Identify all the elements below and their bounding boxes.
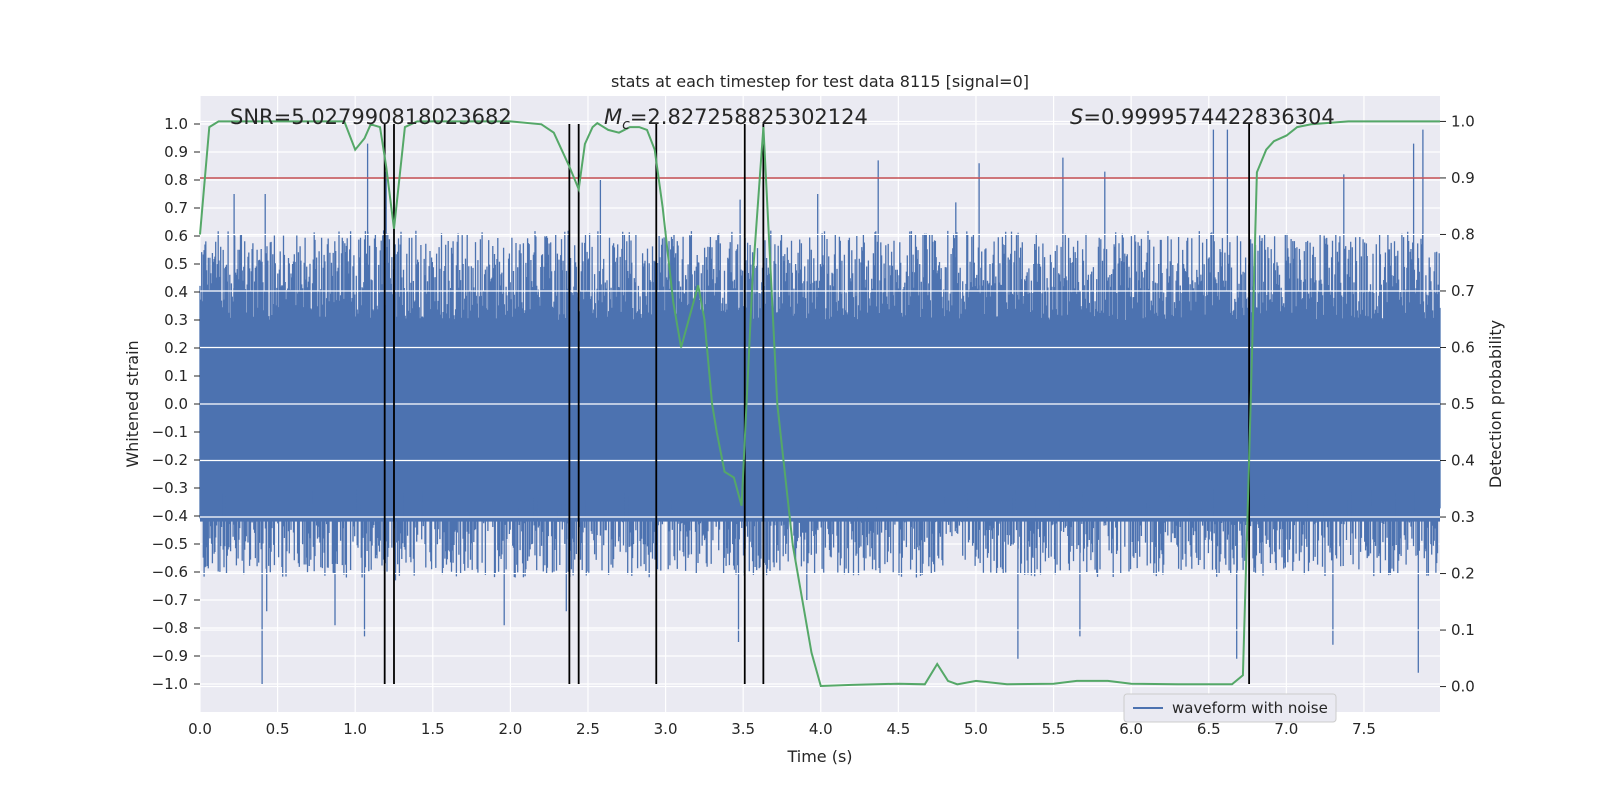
x-tick-label: 1.5 (421, 720, 445, 738)
left-tick-label: 0.6 (164, 227, 188, 245)
right-tick-label: 0.3 (1451, 508, 1475, 526)
chart-title: stats at each timestep for test data 811… (611, 72, 1029, 91)
snr-annotation: SNR=5.027990818023682 (230, 105, 512, 129)
left-axis-ticks: 1.0 0.9 0.8 0.7 0.6 0.5 0.4 0.3 0.2 0.1 0.0 −0.1 −0.… (152, 115, 200, 693)
left-tick-label: 0.7 (164, 199, 188, 217)
right-tick-label: 0.5 (1451, 395, 1475, 413)
left-tick-label: 0.4 (164, 283, 188, 301)
x-tick-label: 7.5 (1352, 720, 1376, 738)
right-tick-label: 0.0 (1451, 678, 1475, 696)
left-tick-label: −0.2 (152, 451, 188, 469)
right-tick-label: 0.6 (1451, 338, 1475, 356)
left-tick-label: −0.6 (152, 563, 188, 581)
left-tick-label: 1.0 (164, 115, 188, 133)
detection-probability-line (199, 120, 1440, 688)
x-tick-label: 4.5 (886, 720, 910, 738)
score-annotation: S=0.9999574422836304 (1070, 105, 1335, 129)
detection-probability-series (199, 120, 1440, 688)
score-symbol: S (1070, 105, 1083, 129)
right-tick-label: 0.1 (1451, 621, 1475, 639)
left-tick-label: 0.9 (164, 143, 188, 161)
y-axis-label-left: Whitened strain (123, 340, 142, 467)
legend: waveform with noise (1123, 693, 1337, 723)
x-tick-label: 5.0 (964, 720, 988, 738)
x-tick-label: 0.5 (266, 720, 290, 738)
x-axis-label: Time (s) (786, 747, 852, 766)
legend-box (1123, 693, 1337, 723)
waveform-series (199, 129, 1441, 684)
left-tick-label: 0.5 (164, 255, 188, 273)
left-tick-label: −0.3 (152, 479, 188, 497)
x-tick-label: 5.5 (1042, 720, 1066, 738)
left-tick-label: 0.0 (164, 395, 188, 413)
right-tick-label: 0.9 (1451, 169, 1475, 187)
chirp-mass-annotation: Mc=2.827258825302124 (604, 105, 868, 133)
left-tick-label: 0.1 (164, 367, 188, 385)
left-tick-label: −0.4 (152, 507, 188, 525)
x-tick-label: 0.0 (188, 720, 212, 738)
event-markers (383, 124, 1251, 684)
left-tick-label: 0.3 (164, 311, 188, 329)
x-tick-label: 2.0 (498, 720, 522, 738)
x-tick-label: 7.0 (1274, 720, 1298, 738)
right-tick-label: 0.7 (1451, 282, 1475, 300)
x-tick-label: 3.5 (731, 720, 755, 738)
left-tick-label: −0.1 (152, 423, 188, 441)
score-value: =0.9999574422836304 (1083, 105, 1334, 129)
left-tick-label: −0.8 (152, 619, 188, 637)
x-tick-label: 2.5 (576, 720, 600, 738)
left-tick-label: 0.8 (164, 171, 188, 189)
left-tick-label: 0.2 (164, 339, 188, 357)
x-tick-label: 1.0 (343, 720, 367, 738)
right-axis-ticks: 1.0 0.9 0.8 0.7 0.6 0.5 0.4 0.3 0.2 0.1 0.0 (1440, 112, 1475, 696)
x-tick-label: 6.0 (1119, 720, 1143, 738)
y-axis-label-right: Detection probability (1486, 320, 1505, 488)
chirp-mass-value: =2.827258825302124 (630, 105, 868, 129)
x-tick-label: 6.5 (1197, 720, 1221, 738)
right-tick-label: 0.8 (1451, 225, 1475, 243)
x-tick-label: 3.0 (654, 720, 678, 738)
legend-label: waveform with noise (1172, 699, 1328, 717)
right-tick-label: 1.0 (1451, 112, 1475, 130)
x-axis-ticks: 0.0 0.5 1.0 1.5 2.0 2.5 3.0 3.5 4.0 4.5 5.0 5.5 6.0 6… (188, 720, 1376, 738)
right-tick-label: 0.2 (1451, 565, 1475, 583)
left-tick-label: −0.9 (152, 647, 188, 665)
right-tick-label: 0.4 (1451, 452, 1475, 470)
left-tick-label: −0.5 (152, 535, 188, 553)
chirp-mass-subscript: c (622, 117, 630, 133)
left-tick-label: −0.7 (152, 591, 188, 609)
x-tick-label: 4.0 (809, 720, 833, 738)
left-tick-label: −1.0 (152, 675, 188, 693)
chirp-mass-symbol: M (604, 105, 622, 129)
